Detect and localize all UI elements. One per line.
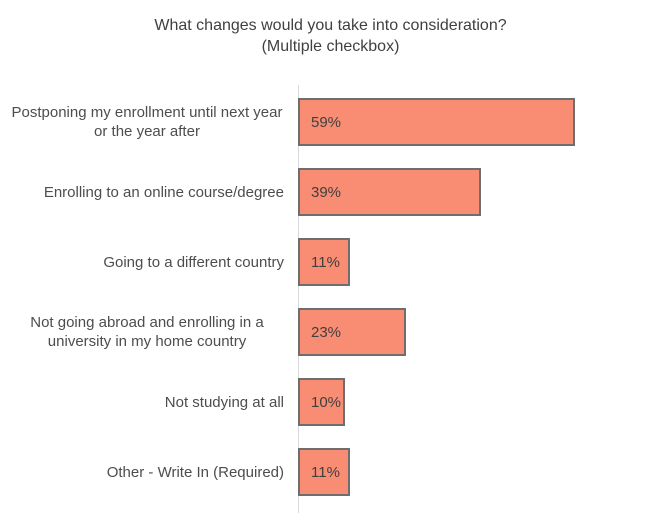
bar: 11% (298, 238, 350, 286)
value-label: 59% (311, 113, 342, 131)
bar: 11% (298, 448, 350, 496)
bar-cell: 59% (298, 98, 649, 146)
value-label: 39% (311, 183, 342, 201)
category-label: Not going abroad and enrolling in a univ… (10, 313, 298, 351)
bar: 23% (298, 308, 406, 356)
category-label-text: Not going abroad and enrolling in a univ… (30, 314, 264, 350)
chart-row: Postponing my enrollment until next year… (10, 87, 649, 157)
bar: 39% (298, 168, 481, 216)
chart-title: What changes would you take into conside… (154, 17, 507, 34)
plot-area: Postponing my enrollment until next year… (10, 87, 649, 507)
category-label-text: Other - Write In (Required) (106, 463, 284, 481)
chart-title-block: What changes would you take into conside… (12, 15, 649, 57)
category-label-text: Not studying at all (164, 393, 284, 411)
value-label: 10% (311, 393, 342, 411)
category-label-text: Postponing my enrollment until next year… (11, 104, 283, 140)
chart-row: Other - Write In (Required) 11% (10, 437, 649, 507)
chart-row: Going to a different country 11% (10, 227, 649, 297)
value-label: 11% (311, 253, 340, 271)
bar-cell: 10% (298, 378, 649, 426)
chart-row: Not going abroad and enrolling in a univ… (10, 297, 649, 367)
bar: 59% (298, 98, 575, 146)
value-label: 11% (311, 463, 340, 481)
chart-row: Enrolling to an online course/degree 39% (10, 157, 649, 227)
value-label: 23% (311, 323, 342, 341)
chart-subtitle: (Multiple checkbox) (261, 38, 400, 55)
chart-row: Not studying at all 10% (10, 367, 649, 437)
category-label: Other - Write In (Required) (10, 463, 298, 482)
category-label: Not studying at all (10, 393, 298, 412)
category-label: Going to a different country (10, 253, 298, 272)
bar-cell: 23% (298, 308, 649, 356)
bar-cell: 11% (298, 238, 649, 286)
bar-cell: 11% (298, 448, 649, 496)
bar: 10% (298, 378, 345, 426)
category-axis-line (298, 85, 299, 513)
category-label: Enrolling to an online course/degree (10, 183, 298, 202)
bar-cell: 39% (298, 168, 649, 216)
category-label: Postponing my enrollment until next year… (10, 103, 298, 141)
category-label-text: Enrolling to an online course/degree (43, 183, 284, 201)
category-label-text: Going to a different country (103, 253, 284, 271)
